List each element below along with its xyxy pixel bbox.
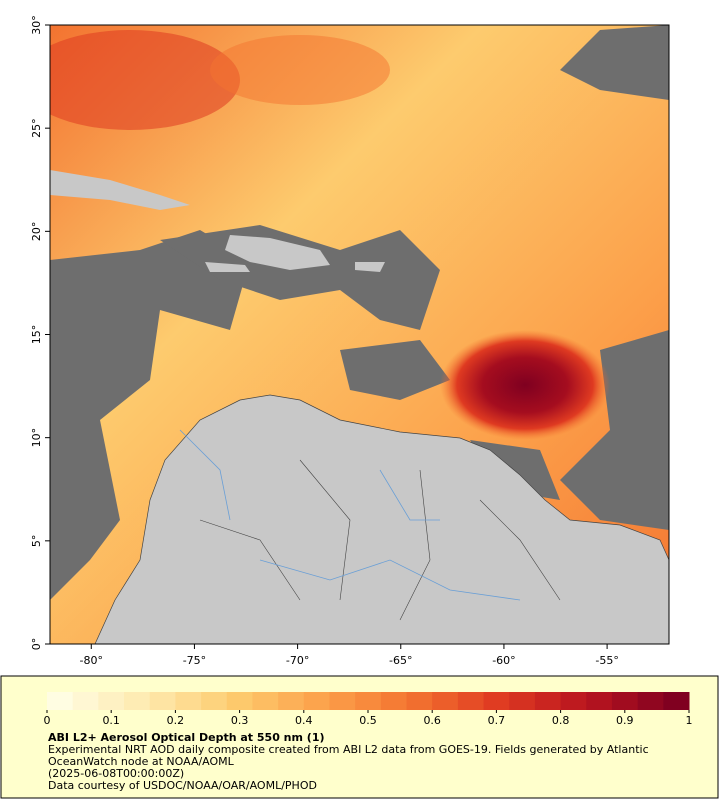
colorbar-tick-label: 0: [44, 714, 51, 727]
colorbar-step: [72, 692, 99, 710]
colorbar-step: [98, 692, 125, 710]
colorbar-step: [278, 692, 305, 710]
colorbar-tick-label: 0.3: [231, 714, 249, 727]
colorbar-step: [355, 692, 382, 710]
caption-description: Experimental NRT AOD daily composite cre…: [48, 743, 649, 768]
x-tick-label: -70°: [286, 654, 309, 667]
colorbar-step: [124, 692, 151, 710]
colorbar-step: [534, 692, 562, 710]
rivers: [179, 429, 521, 601]
land: [355, 262, 385, 272]
y-tick-label: 15°: [30, 325, 43, 345]
colorbar-step: [457, 692, 485, 710]
colorbar-step: [483, 692, 510, 710]
aerosol-plume: [440, 330, 610, 440]
aerosol-patch: [210, 35, 390, 105]
y-tick-label: 10°: [30, 428, 43, 448]
colorbar-step: [226, 692, 253, 710]
colorbar-tick-label: 0.2: [167, 714, 185, 727]
land: [50, 170, 190, 210]
colorbar-tick-label: 0.6: [423, 714, 441, 727]
land: [205, 262, 250, 272]
colorbar-step: [201, 692, 228, 710]
colorbar-step: [586, 692, 613, 710]
x-tick-label: -55°: [595, 654, 618, 667]
colorbar-step: [406, 692, 433, 710]
colorbar-tick-label: 0.5: [359, 714, 377, 727]
x-tick-label: -80°: [80, 654, 103, 667]
colorbar-tick-label: 0.7: [488, 714, 506, 727]
colorbar-step: [663, 692, 690, 710]
map-layers: [50, 25, 669, 644]
no-data-area: [340, 340, 450, 400]
caption-credit: Data courtesy of USDOC/NOAA/OAR/AOML/PHO…: [48, 779, 317, 792]
colorbar-step: [329, 692, 356, 710]
no-data-area: [560, 25, 669, 100]
south-america: [94, 394, 669, 644]
caption: ABI L2+ Aerosol Optical Depth at 550 nm …: [48, 732, 688, 792]
x-tick-label: -75°: [183, 654, 206, 667]
colorbar-tick-label: 1: [686, 714, 693, 727]
caption-time: (2025-06-08T00:00:00Z): [48, 767, 185, 780]
colorbar-step: [47, 692, 74, 710]
colorbar-tick-label: 0.1: [102, 714, 120, 727]
y-tick-label: 30°: [30, 15, 43, 35]
caption-title: ABI L2+ Aerosol Optical Depth at 550 nm …: [48, 731, 325, 744]
colorbar-step: [509, 692, 536, 710]
colorbar: 0 0.1 0.2 0.3 0.4 0.5 0.6 0.7 0.8 0.9 1: [44, 692, 693, 727]
borders: [199, 459, 561, 621]
y-tick-label: 25°: [30, 118, 43, 138]
y-tick-label: 5°: [30, 535, 43, 548]
colorbar-tick-label: 0.4: [295, 714, 313, 727]
colorbar-step: [252, 692, 279, 710]
y-tick-label: 0°: [30, 638, 43, 651]
no-data-area: [50, 230, 250, 600]
colorbar-tick-label: 0.9: [616, 714, 634, 727]
colorbar-step: [432, 692, 459, 710]
no-data-area: [560, 330, 669, 530]
x-tick-label: -60°: [492, 654, 515, 667]
land: [225, 235, 330, 270]
colorbar-step: [380, 692, 408, 710]
x-tick-label: -65°: [389, 654, 412, 667]
aerosol-patch: [50, 30, 240, 130]
colorbar-step: [303, 692, 330, 710]
colorbar-step: [560, 692, 587, 710]
colorbar-step: [637, 692, 664, 710]
colorbar-step: [611, 692, 639, 710]
y-tick-label: 20°: [30, 222, 43, 242]
colorbar-tick-label: 0.8: [552, 714, 570, 727]
colorbar-step: [149, 692, 176, 710]
colorbar-step: [175, 692, 202, 710]
